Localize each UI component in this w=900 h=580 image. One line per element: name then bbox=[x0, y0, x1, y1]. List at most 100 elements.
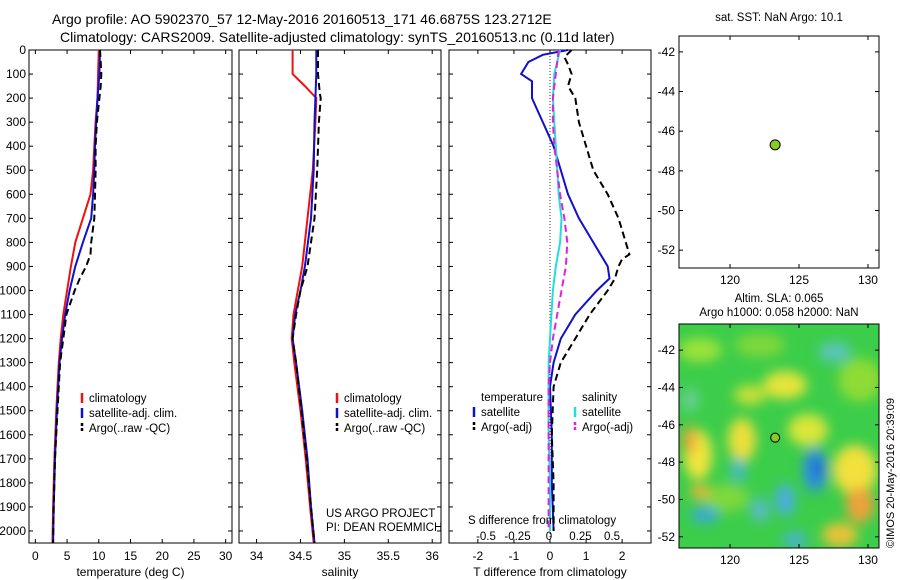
map-xtick-label: 120 bbox=[720, 553, 740, 567]
xtick-label: -2 bbox=[473, 549, 484, 563]
sla-blob bbox=[690, 485, 710, 499]
depth-tick-label: 1500 bbox=[0, 404, 26, 418]
map-ytick-label: -50 bbox=[658, 203, 676, 217]
depth-tick-label: 1800 bbox=[0, 476, 26, 490]
legend-label: Argo(..raw -QC) bbox=[89, 423, 170, 435]
series-line-temperature-2 bbox=[52, 49, 103, 544]
sla-blob bbox=[705, 484, 749, 512]
map-ytick-label: -42 bbox=[658, 45, 676, 59]
map-ytick-label: -46 bbox=[658, 418, 676, 432]
sla-blob bbox=[752, 498, 768, 522]
sla-blob bbox=[734, 385, 766, 405]
series-line-temperature-0 bbox=[51, 49, 100, 544]
xtick-label: 1 bbox=[583, 549, 590, 563]
depth-tick-label: 1200 bbox=[0, 332, 26, 346]
depth-tick-label: 1300 bbox=[0, 356, 26, 370]
sla-blob bbox=[838, 358, 879, 402]
xtick-label: 5 bbox=[64, 549, 71, 563]
header-line2: Climatology: CARS2009. Satellite-adjuste… bbox=[60, 29, 615, 45]
sla-blob bbox=[682, 388, 698, 412]
sla-blobs bbox=[679, 333, 879, 548]
sla-blob bbox=[691, 507, 719, 523]
map-ytick-label: -48 bbox=[658, 164, 676, 178]
legend-label: satellite-adj. clim. bbox=[89, 408, 177, 420]
sla-blob bbox=[683, 426, 697, 454]
sla-blob bbox=[775, 484, 795, 516]
xtick-label: 2 bbox=[619, 549, 626, 563]
series-line-difference-0 bbox=[519, 49, 611, 532]
sla-blob bbox=[833, 445, 877, 495]
map-ytick-label: -46 bbox=[658, 124, 676, 138]
depth-tick-label: 200 bbox=[6, 91, 26, 105]
xtick-label: 34 bbox=[250, 549, 264, 563]
depth-tick-label: 1100 bbox=[0, 308, 26, 322]
sla-blob bbox=[763, 371, 807, 399]
x-axis-label-top: S difference from climatology bbox=[468, 515, 616, 527]
series-line-difference-3 bbox=[547, 49, 569, 531]
depth-tick-label: 1900 bbox=[0, 500, 26, 514]
series-line-difference-1 bbox=[550, 49, 631, 531]
sla-blob bbox=[788, 414, 828, 446]
xtick-label: -1 bbox=[509, 549, 520, 563]
xtick-label: 35.5 bbox=[377, 549, 401, 563]
xtick-label: 36 bbox=[426, 549, 440, 563]
header-line1: Argo profile: AO 5902370_57 12-May-2016 … bbox=[52, 11, 552, 27]
argo-position-dot bbox=[769, 139, 781, 151]
sla-blob bbox=[679, 338, 722, 362]
sla-heatmap bbox=[679, 324, 879, 548]
legend-label: climatology bbox=[89, 393, 147, 405]
map-xtick-label: 130 bbox=[858, 273, 878, 287]
xtick-label: 35 bbox=[338, 549, 352, 563]
sla-blob bbox=[731, 458, 745, 482]
xtick-label: 15 bbox=[124, 549, 138, 563]
depth-tick-label: 500 bbox=[6, 163, 26, 177]
sst-map-title: sat. SST: NaN Argo: 10.1 bbox=[715, 12, 843, 24]
depth-tick-label: 100 bbox=[6, 67, 26, 81]
xtick-label: 10 bbox=[92, 549, 106, 563]
map-xtick-label: 120 bbox=[720, 273, 740, 287]
xtick-label: 25 bbox=[187, 549, 201, 563]
series-line-difference-2 bbox=[547, 49, 563, 531]
top-tick-label: 0.5 bbox=[604, 531, 620, 543]
x-axis-label: salinity bbox=[322, 565, 359, 579]
legend-label: Argo(-adj) bbox=[582, 422, 633, 434]
depth-tick-label: 1400 bbox=[0, 380, 26, 394]
depth-tick-label: 1700 bbox=[0, 452, 26, 466]
map-ytick-label: -50 bbox=[658, 492, 676, 506]
top-tick-label: -0.25 bbox=[504, 531, 530, 543]
map-xtick-label: 125 bbox=[789, 273, 809, 287]
map-ytick-label: -42 bbox=[658, 343, 676, 357]
annotation-project: US ARGO PROJECT bbox=[326, 508, 435, 520]
xtick-label: 34.5 bbox=[289, 549, 313, 563]
depth-tick-label: 1600 bbox=[0, 428, 26, 442]
depth-tick-label: 600 bbox=[6, 187, 26, 201]
x-axis-label: temperature (deg C) bbox=[76, 565, 184, 579]
xtick-label: 20 bbox=[156, 549, 170, 563]
map-ytick-label: -48 bbox=[658, 455, 676, 469]
depth-tick-label: 700 bbox=[6, 211, 26, 225]
sla-blob bbox=[822, 523, 858, 547]
sla-blob bbox=[819, 342, 851, 362]
depth-tick-label: 0 bbox=[19, 43, 26, 57]
series-line-salinity-2 bbox=[291, 50, 322, 544]
map-ytick-label: -52 bbox=[658, 530, 676, 544]
map-xtick-label: 125 bbox=[789, 553, 809, 567]
series-line-temperature-1 bbox=[52, 49, 101, 544]
legend-title-temperature: temperature bbox=[481, 392, 543, 404]
map-ytick-label: -52 bbox=[658, 243, 676, 257]
depth-tick-label: 400 bbox=[6, 139, 26, 153]
map-xtick-label: 130 bbox=[858, 553, 878, 567]
depth-tick-label: 800 bbox=[6, 235, 26, 249]
legend-label: Argo(-adj) bbox=[481, 422, 532, 434]
panel-frame-temperature bbox=[28, 49, 233, 544]
legend-label: climatology bbox=[344, 393, 402, 405]
xtick-label: 30 bbox=[219, 549, 233, 563]
annotation-pi: PI: DEAN ROEMMICH bbox=[326, 522, 442, 534]
depth-tick-label: 900 bbox=[6, 259, 26, 273]
map-ytick-label: -44 bbox=[658, 85, 676, 99]
top-tick-label: 0 bbox=[546, 531, 552, 543]
map-ytick-label: -44 bbox=[658, 380, 676, 394]
sla-map-frame bbox=[678, 323, 880, 549]
